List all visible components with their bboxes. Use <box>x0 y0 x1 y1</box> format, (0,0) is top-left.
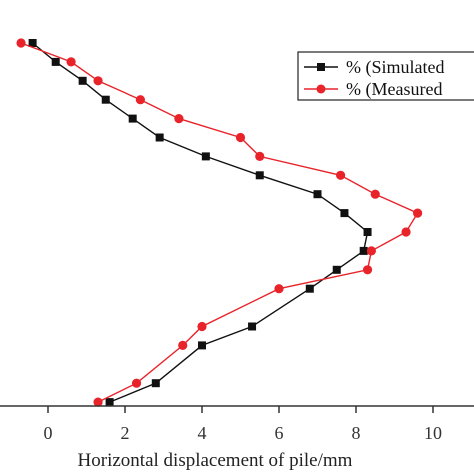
point-simulated <box>201 152 210 161</box>
point-simulated <box>78 76 87 85</box>
series-layer <box>16 38 423 407</box>
point-measured <box>370 189 380 199</box>
point-measured <box>66 57 76 67</box>
point-measured <box>362 265 373 275</box>
point-simulated <box>128 114 137 123</box>
legend-simulated-label: % (Simulated <box>346 57 444 78</box>
x-tick-label: 4 <box>198 423 207 443</box>
x-axis-title: Horizontal displacement of pile/mm <box>78 450 353 471</box>
legend-measured-label: % (Measured <box>346 79 442 100</box>
point-simulated <box>332 265 341 274</box>
point-simulated <box>359 246 368 255</box>
point-measured <box>93 397 103 407</box>
legend-measured-marker <box>316 84 326 94</box>
point-simulated <box>305 284 314 293</box>
point-simulated <box>248 322 257 331</box>
point-simulated <box>363 228 372 236</box>
x-tick-label: 6 <box>275 423 284 443</box>
point-measured <box>197 321 207 332</box>
point-simulated <box>340 209 349 218</box>
point-simulated <box>105 398 114 407</box>
point-measured <box>16 38 26 48</box>
point-measured <box>274 284 284 294</box>
point-simulated <box>101 95 110 104</box>
point-simulated <box>255 171 264 180</box>
point-measured <box>178 340 188 350</box>
legend-box <box>297 51 474 101</box>
point-simulated <box>28 39 37 47</box>
x-tick-label: 2 <box>121 423 130 443</box>
legend-simulated-marker <box>317 63 325 71</box>
point-measured <box>135 95 145 105</box>
point-simulated <box>151 379 160 388</box>
point-measured <box>131 378 142 388</box>
point-measured <box>336 170 346 180</box>
point-measured <box>255 151 265 161</box>
point-simulated <box>51 57 60 66</box>
point-simulated <box>198 341 206 350</box>
point-measured <box>174 114 184 124</box>
point-measured <box>93 76 103 86</box>
x-tick-label: 8 <box>352 423 361 443</box>
x-tick-label: 10 <box>424 423 442 443</box>
point-measured <box>401 227 411 237</box>
point-measured <box>235 132 246 143</box>
x-ticks: 0 2 4 6 8 10 <box>44 406 442 443</box>
point-simulated <box>313 190 322 199</box>
x-tick-label: 0 <box>44 423 53 443</box>
point-measured <box>366 246 376 256</box>
legend: % (Simulated % (Measured <box>297 51 474 101</box>
point-measured <box>413 208 423 218</box>
point-simulated <box>155 133 164 142</box>
